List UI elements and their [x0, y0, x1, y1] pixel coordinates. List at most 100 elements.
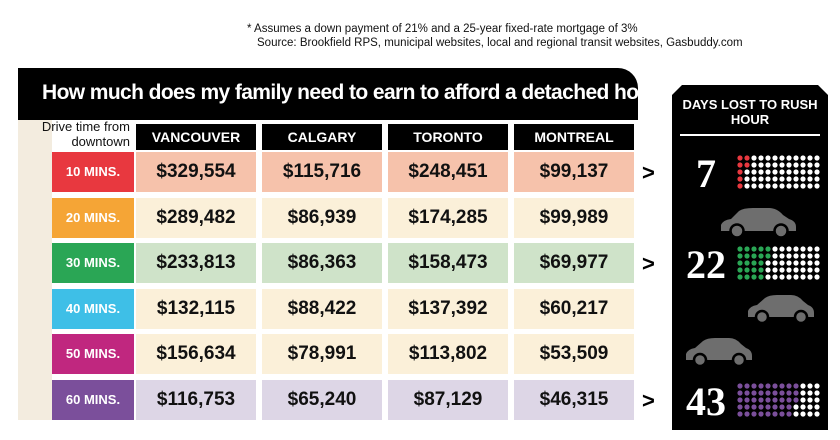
- car-icon: [721, 208, 796, 239]
- table-cell: $99,989: [514, 198, 634, 238]
- day-dot-lost: [737, 411, 743, 417]
- page-title: How much does my family need to earn to …: [42, 81, 676, 104]
- table-cell: $132,115: [136, 289, 256, 329]
- day-dot: [765, 169, 771, 175]
- day-dot: [772, 176, 778, 182]
- day-dot: [744, 183, 750, 189]
- day-dot-lost: [758, 267, 764, 273]
- day-dot: [786, 162, 792, 168]
- day-dot-lost: [744, 246, 750, 252]
- table-cell: $88,422: [262, 289, 382, 329]
- day-dot: [800, 274, 806, 280]
- day-dot-lost: [744, 274, 750, 280]
- day-dot-lost: [751, 383, 757, 389]
- table-cell: $99,137: [514, 152, 634, 192]
- table-cell: $53,509: [514, 334, 634, 374]
- day-dot: [786, 155, 792, 161]
- table-cell: $289,482: [136, 198, 256, 238]
- table-cell: $115,716: [262, 152, 382, 192]
- day-dot-lost: [758, 253, 764, 259]
- day-dot-lost: [737, 253, 743, 259]
- day-dot-lost: [765, 404, 771, 410]
- day-dot: [793, 260, 799, 266]
- table-cell: $233,813: [136, 243, 256, 283]
- day-dot: [779, 183, 785, 189]
- chevron-right-icon: >: [642, 388, 655, 413]
- day-dot-lost: [744, 411, 750, 417]
- day-dot-lost: [786, 383, 792, 389]
- day-dot: [793, 169, 799, 175]
- day-dot: [800, 183, 806, 189]
- day-dot: [786, 176, 792, 182]
- day-dot-lost: [779, 397, 785, 403]
- day-dot: [772, 155, 778, 161]
- day-dot: [779, 274, 785, 280]
- day-dot-lost: [779, 411, 785, 417]
- day-dot: [807, 183, 813, 189]
- day-dot: [800, 169, 806, 175]
- day-dot-lost: [779, 404, 785, 410]
- day-dot: [793, 162, 799, 168]
- row-label: 60 MINS.: [52, 380, 134, 420]
- day-dot: [800, 162, 806, 168]
- row-label: 50 MINS.: [52, 334, 134, 374]
- day-dot-lost: [737, 390, 743, 396]
- day-dot: [814, 253, 820, 259]
- day-dot: [814, 411, 820, 417]
- column-header-montreal: MONTREAL: [514, 124, 634, 150]
- day-dot: [793, 253, 799, 259]
- day-dot-lost: [751, 411, 757, 417]
- day-dot: [751, 169, 757, 175]
- day-dot-lost: [793, 397, 799, 403]
- day-dot: [772, 260, 778, 266]
- day-dot-lost: [737, 383, 743, 389]
- day-dot: [758, 176, 764, 182]
- day-dot: [751, 155, 757, 161]
- day-dot: [779, 169, 785, 175]
- day-dot: [807, 397, 813, 403]
- day-dot: [807, 162, 813, 168]
- day-dot: [800, 390, 806, 396]
- day-dot: [793, 404, 799, 410]
- day-dot-lost: [758, 383, 764, 389]
- day-dot-lost: [744, 260, 750, 266]
- day-dot-lost: [744, 253, 750, 259]
- day-dot: [765, 176, 771, 182]
- day-dot: [786, 267, 792, 273]
- day-dot-lost: [744, 383, 750, 389]
- day-dot: [793, 246, 799, 252]
- rush-hour-title: DAYS LOST TO RUSH HOUR: [682, 97, 818, 127]
- column-header-calgary: CALGARY: [262, 124, 382, 150]
- table-cell: $174,285: [388, 198, 508, 238]
- day-dot: [772, 169, 778, 175]
- day-dot: [744, 176, 750, 182]
- day-dot: [807, 390, 813, 396]
- day-dot: [814, 169, 820, 175]
- day-dot: [751, 183, 757, 189]
- day-dot: [807, 267, 813, 273]
- day-dot: [814, 397, 820, 403]
- day-dot: [807, 383, 813, 389]
- day-dot: [779, 162, 785, 168]
- column-header-vancouver: VANCOUVER: [136, 124, 256, 150]
- day-dot-lost: [737, 176, 743, 182]
- day-dot-lost: [744, 404, 750, 410]
- footnote-assumption: * Assumes a down payment of 21% and a 25…: [247, 23, 638, 35]
- day-dot: [807, 253, 813, 259]
- day-dot: [793, 176, 799, 182]
- day-dot: [800, 176, 806, 182]
- day-dot: [814, 183, 820, 189]
- day-dot: [786, 253, 792, 259]
- day-dot-lost: [786, 411, 792, 417]
- day-dot: [765, 267, 771, 273]
- day-dot-lost: [737, 155, 743, 161]
- day-dot: [779, 155, 785, 161]
- table-cell: $87,129: [388, 380, 508, 420]
- car-icon: [748, 295, 814, 325]
- day-dot: [807, 274, 813, 280]
- day-dot-lost: [751, 397, 757, 403]
- day-dot: [765, 274, 771, 280]
- table-cell: $78,991: [262, 334, 382, 374]
- day-dot-lost: [744, 162, 750, 168]
- day-dot-lost: [758, 246, 764, 252]
